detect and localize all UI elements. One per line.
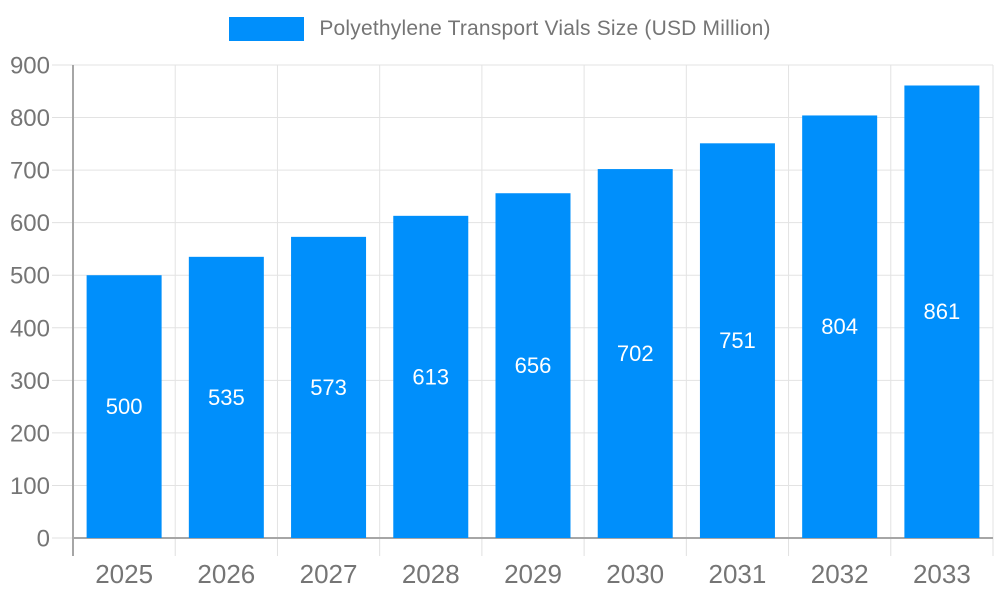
x-tick-label-2031: 2031: [709, 559, 767, 589]
bar-2025[interactable]: [86, 275, 162, 538]
y-tick-label: 600: [10, 210, 50, 237]
y-tick-label: 200: [10, 420, 50, 447]
x-tick-label-2025: 2025: [95, 559, 153, 589]
legend-swatch[interactable]: [229, 17, 305, 41]
bar-value-label-2033: 861: [924, 299, 961, 324]
y-tick-label: 300: [10, 368, 50, 395]
y-tick-label: 500: [10, 263, 50, 290]
bar-2026[interactable]: [188, 256, 264, 538]
x-tick-label-2027: 2027: [300, 559, 358, 589]
bar-value-label-2025: 500: [106, 394, 143, 419]
y-tick-label: 900: [10, 53, 50, 80]
y-tick-label: 0: [37, 526, 50, 553]
y-tick-label: 800: [10, 105, 50, 132]
y-tick-label: 700: [10, 158, 50, 185]
bar-2030[interactable]: [597, 169, 673, 538]
bar-2029[interactable]: [495, 193, 571, 539]
x-tick-label-2028: 2028: [402, 559, 460, 589]
bar-2033[interactable]: [904, 85, 980, 538]
bar-value-label-2031: 751: [719, 328, 756, 353]
x-tick-label-2026: 2026: [197, 559, 255, 589]
bar-2032[interactable]: [802, 115, 878, 538]
legend-series-label[interactable]: Polyethylene Transport Vials Size (USD M…: [319, 17, 771, 40]
y-tick-label: 100: [10, 473, 50, 500]
bar-value-label-2028: 613: [412, 364, 449, 389]
bar-2031[interactable]: [699, 143, 775, 538]
bar-2028[interactable]: [393, 215, 469, 538]
bar-2027[interactable]: [291, 236, 367, 538]
x-tick-label-2032: 2032: [811, 559, 869, 589]
bar-value-label-2032: 804: [821, 314, 858, 339]
y-tick-label: 400: [10, 315, 50, 342]
chart-legend: Polyethylene Transport Vials Size (USD M…: [0, 17, 1000, 41]
bar-value-label-2029: 656: [515, 353, 552, 378]
bar-value-label-2030: 702: [617, 341, 654, 366]
x-tick-label-2030: 2030: [606, 559, 664, 589]
x-tick-label-2033: 2033: [913, 559, 971, 589]
bar-value-label-2027: 573: [310, 375, 347, 400]
bar-value-label-2026: 535: [208, 385, 245, 410]
x-tick-label-2029: 2029: [504, 559, 562, 589]
